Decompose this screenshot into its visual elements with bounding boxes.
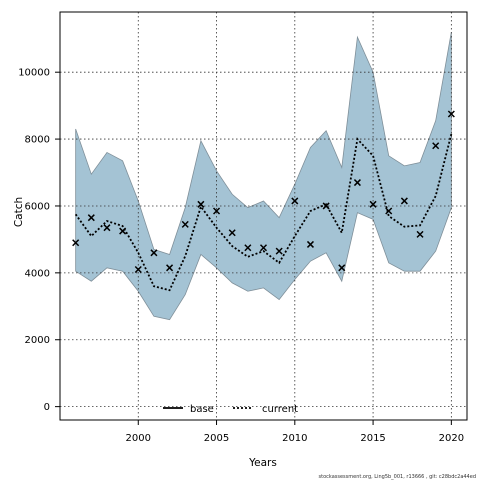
- footer-text: stockassessment.org, Ling5b_001, r13666 …: [319, 474, 476, 480]
- observed-point-2003: [181, 220, 189, 228]
- observed-point-1996: [72, 239, 80, 247]
- legend: base current: [163, 404, 298, 415]
- observed-point-2018: [416, 230, 424, 238]
- observed-point-2013: [338, 264, 346, 272]
- plot-frame: [59, 11, 468, 421]
- observed-point-2012: [322, 202, 330, 210]
- x-tick-label-2005: 2005: [204, 433, 229, 444]
- observed-point-2011: [306, 240, 314, 248]
- observed-point-2000: [134, 265, 142, 274]
- series-current-line: [74, 133, 453, 292]
- observed-point-1999: [119, 227, 127, 235]
- y-tick-label-0: 0: [44, 402, 50, 413]
- y-tick-label-8000: 8000: [25, 135, 50, 146]
- axes: 2000 2005 2010 2015 2020 0 2000 4000 6000 8000 100…: [18, 11, 468, 444]
- x-tick-label-2000: 2000: [126, 433, 151, 444]
- confidence-band: [75, 31, 452, 321]
- observed-point-2020: [447, 110, 455, 118]
- x-tick-label-2015: 2015: [360, 433, 385, 444]
- observed-point-2007: [244, 244, 252, 252]
- observed-point-2001: [150, 249, 158, 257]
- x-tick-label-2020: 2020: [439, 433, 464, 444]
- legend-current-label: current: [262, 404, 298, 415]
- observed-point-2017: [400, 197, 408, 205]
- observed-point-2014: [353, 179, 361, 187]
- y-axis-title: Catch: [13, 197, 25, 227]
- observed-point-2016: [385, 207, 393, 215]
- x-axis-title: Years: [248, 457, 277, 469]
- y-tick-label-4000: 4000: [25, 268, 50, 279]
- x-tick-label-2010: 2010: [282, 433, 307, 444]
- y-tick-label-6000: 6000: [25, 201, 50, 212]
- observed-point-2015: [369, 200, 377, 208]
- legend-base-label: base: [190, 404, 214, 415]
- observed-point-2002: [166, 264, 174, 272]
- observed-point-2008: [259, 244, 268, 252]
- y-tick-label-2000: 2000: [25, 335, 50, 346]
- observed-point-2019: [432, 142, 440, 150]
- y-tick-label-10000: 10000: [18, 68, 50, 79]
- observed-point-2005: [213, 207, 221, 215]
- observed-point-1997: [87, 214, 95, 222]
- observed-point-2010: [291, 197, 299, 205]
- plot-area: [60, 12, 467, 420]
- observed-point-1998: [103, 224, 111, 232]
- observed-point-2009: [275, 247, 283, 255]
- observed-point-2004: [197, 200, 205, 208]
- observed-point-2006: [228, 229, 236, 237]
